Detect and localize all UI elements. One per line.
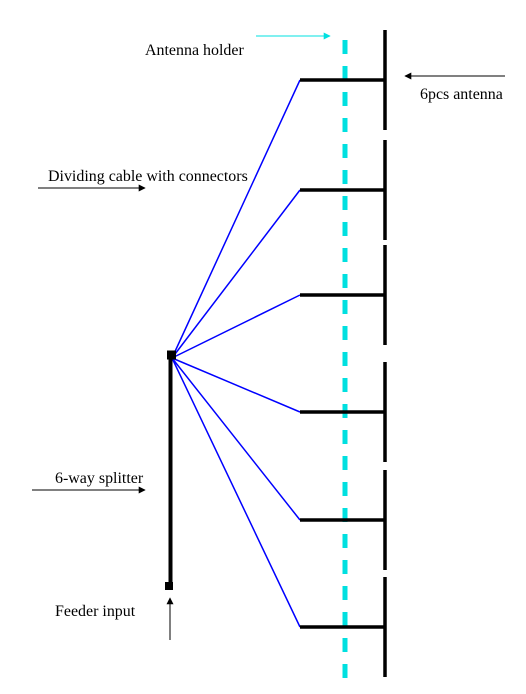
dividing-cable-4 (172, 358, 300, 412)
antenna-diagram (0, 0, 526, 694)
dividing-cable-1 (172, 80, 300, 358)
label-feeder-input: Feeder input (55, 603, 135, 621)
splitter-node (167, 351, 176, 360)
feeder-connector (165, 582, 173, 590)
dividing-cable-3 (172, 295, 300, 358)
dividing-cable-2 (172, 190, 300, 358)
dividing-cable-5 (172, 358, 300, 520)
label-dividing-cable: Dividing cable with connectors (48, 168, 248, 186)
label-6pcs-antenna: 6pcs antenna (420, 86, 503, 104)
label-antenna-holder: Antenna holder (145, 42, 244, 60)
label-6-way-splitter: 6-way splitter (55, 470, 143, 488)
dividing-cable-6 (172, 358, 300, 627)
